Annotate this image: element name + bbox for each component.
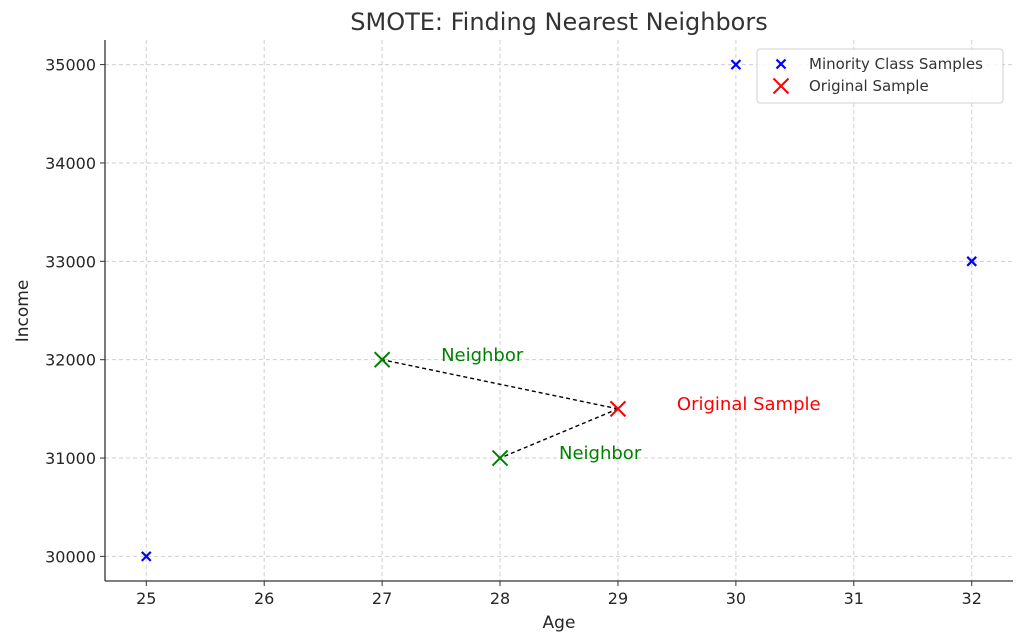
x-tick-label: 32 [962,589,982,608]
chart-title: SMOTE: Finding Nearest Neighbors [350,8,767,36]
minority-sample-point [730,59,742,70]
y-axis-ticks: 30000 31000 32000 33000 34000 35000 [45,56,105,566]
x-tick-label: 26 [254,589,274,608]
x-tick-label: 30 [726,589,746,608]
annotation-label: Original Sample [677,394,821,415]
neighbor-connector-line [499,408,619,459]
legend-marker-icon [775,58,787,70]
y-tick-label: 35000 [45,56,96,75]
neighbor-connectors [381,358,619,459]
annotation-label: Neighbor [441,345,524,366]
legend-entry-label: Original Sample [809,77,929,95]
neighbor-connector-line [381,358,619,410]
y-tick-label: 31000 [45,449,96,468]
neighbor-point [373,351,391,368]
x-tick-label: 29 [608,589,628,608]
y-tick-label: 34000 [45,154,96,173]
x-tick-label: 25 [136,589,156,608]
neighbor-point [491,449,509,467]
legend-entry-label: Minority Class Samples [809,55,983,73]
grid-lines [105,40,1013,581]
annotations: Neighbor Neighbor Original Sample [441,345,821,464]
y-axis-label: Income [13,280,33,343]
x-axis-label: Age [543,613,576,633]
legend: Minority Class Samples Original Sample [756,48,1004,104]
plot-frame [105,40,1013,581]
annotation-label: Neighbor [559,443,642,464]
x-tick-label: 28 [490,589,510,608]
x-axis-ticks: 25 26 27 28 29 30 31 32 [136,581,982,608]
y-tick-label: 33000 [45,252,96,271]
legend-marker-icon [772,77,790,95]
x-tick-label: 27 [372,589,392,608]
minority-sample-point [966,256,978,267]
original-sample-point [609,400,627,418]
minority-sample-point [140,551,152,562]
y-tick-label: 32000 [45,351,96,370]
y-tick-label: 30000 [45,547,96,566]
data-points [140,59,978,562]
x-tick-label: 31 [844,589,864,608]
legend-box [756,48,1004,104]
